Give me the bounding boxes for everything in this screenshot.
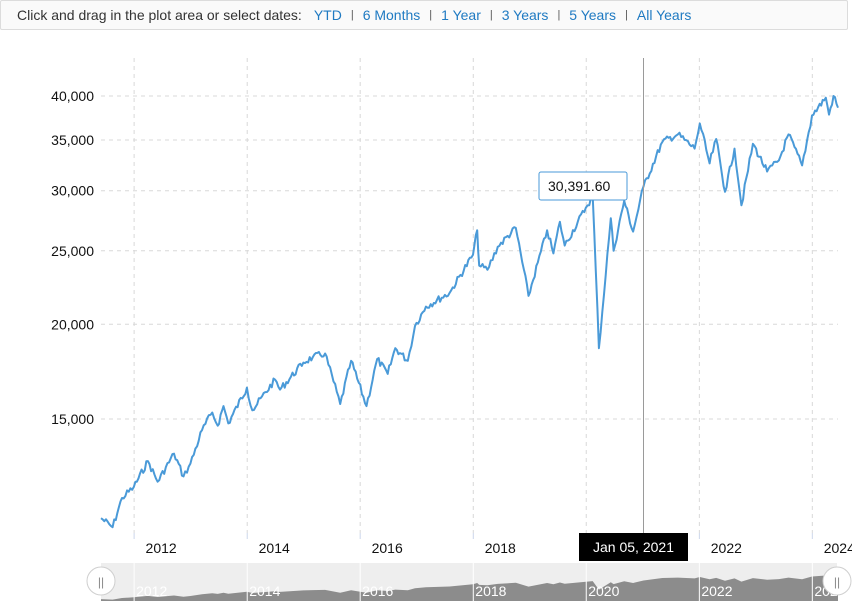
value-tooltip: 30,391.60 (538, 171, 628, 201)
range-ytd-button[interactable]: YTD (313, 7, 342, 23)
x-tick-label: 2018 (485, 540, 516, 556)
x-tick-label: 2016 (372, 540, 403, 556)
range-separator: | (625, 9, 628, 21)
range-3-years-button[interactable]: 3 Years (501, 7, 549, 23)
navigator[interactable]: 2012201420162018202020222024 || || (86, 563, 852, 601)
navigator-label: 2020 (588, 583, 619, 599)
range-separator: | (350, 9, 354, 21)
hover-date-text: Jan 05, 2021 (593, 539, 674, 555)
tooltip-box (538, 171, 628, 201)
y-tick-label: 40,000 (51, 88, 94, 104)
navigator-label: 2014 (249, 583, 280, 599)
y-tick-label: 30,000 (51, 183, 94, 199)
range-separator: | (557, 9, 561, 21)
navigator-label: 2016 (362, 583, 393, 599)
navigator-label: 2022 (701, 583, 732, 599)
right-handle-grip-icon: || (834, 575, 840, 589)
range-separator: | (429, 9, 433, 21)
range-5-years-button[interactable]: 5 Years (569, 7, 617, 23)
x-tick-label: 2012 (146, 540, 177, 556)
x-axis: 2012201420162018202020222024 (133, 533, 852, 556)
y-tick-label: 15,000 (51, 411, 94, 427)
y-tick-label: 20,000 (51, 316, 94, 332)
left-handle-grip-icon: || (98, 575, 104, 589)
navigator-label: 2012 (136, 583, 167, 599)
navigator-label: 2018 (475, 583, 506, 599)
navigator-area (101, 575, 838, 601)
x-tick-label: 2014 (259, 540, 290, 556)
hover-date-box (579, 533, 688, 561)
range-all-years-button[interactable]: All Years (636, 7, 692, 23)
x-tick-label: 2024 (824, 540, 852, 556)
y-axis: 15,000 20,000 25,000 30,000 35,000 40,000 (51, 88, 94, 427)
navigator-left-handle[interactable]: || (86, 566, 116, 596)
navigator-right-handle[interactable]: || (822, 566, 852, 596)
range-selector-bar: Click and drag in the plot area or selec… (0, 0, 848, 30)
chart-grid (101, 58, 838, 533)
range-1-year-button[interactable]: 1 Year (441, 7, 481, 23)
x-tick-label: 2022 (711, 540, 742, 556)
range-prompt: Click and drag in the plot area or selec… (17, 7, 302, 23)
series-line[interactable] (100, 95, 839, 529)
range-6-months-button[interactable]: 6 Months (362, 7, 421, 23)
y-tick-label: 35,000 (51, 132, 94, 148)
y-tick-label: 25,000 (51, 243, 94, 259)
tooltip-value: 30,391.60 (548, 178, 610, 194)
hover-date-label: Jan 05, 2021 (579, 533, 688, 561)
range-separator: | (489, 9, 493, 21)
